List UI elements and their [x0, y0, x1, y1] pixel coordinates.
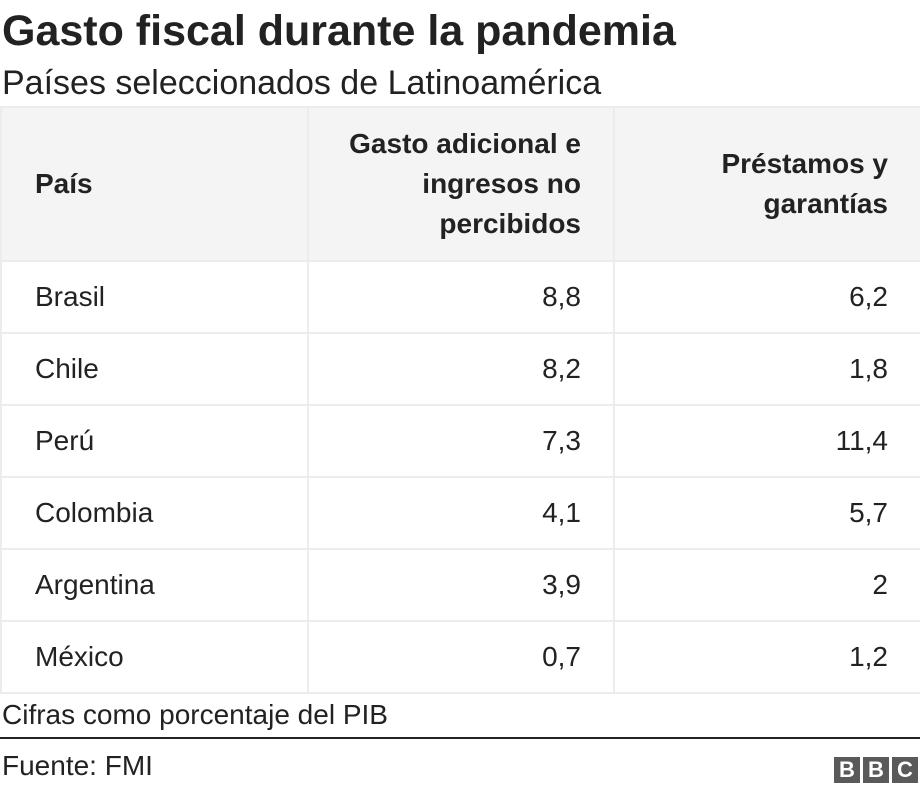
cell-additional-spending: 7,3: [307, 404, 615, 478]
cell-country: Argentina: [0, 548, 309, 622]
cell-loans-guarantees: 6,2: [613, 260, 920, 334]
cell-additional-spending: 8,8: [307, 260, 615, 334]
chart-title: Gasto fiscal durante la pandemia: [2, 7, 676, 55]
cell-loans-guarantees: 2: [613, 548, 920, 622]
bbc-logo-letter: C: [892, 757, 918, 783]
column-header-loans-guarantees: Préstamos y garantías: [613, 106, 920, 262]
cell-country: Brasil: [0, 260, 309, 334]
cell-country: Perú: [0, 404, 309, 478]
cell-additional-spending: 4,1: [307, 476, 615, 550]
table-row: México 0,7 1,2: [0, 620, 920, 694]
table-row: Brasil 8,8 6,2: [0, 260, 920, 334]
table-header-row: País Gasto adicional e ingresos no perci…: [0, 106, 920, 262]
cell-loans-guarantees: 1,8: [613, 332, 920, 406]
table-row: Perú 7,3 11,4: [0, 404, 920, 478]
source-label: Fuente: FMI: [2, 750, 153, 781]
table-row: Colombia 4,1 5,7: [0, 476, 920, 550]
table-row: Chile 8,2 1,8: [0, 332, 920, 406]
data-table: País Gasto adicional e ingresos no perci…: [0, 106, 920, 694]
cell-additional-spending: 8,2: [307, 332, 615, 406]
chart-subtitle: Países seleccionados de Latinoamérica: [2, 64, 602, 102]
table-note: Cifras como porcentaje del PIB: [2, 699, 388, 730]
footer-divider: [0, 737, 920, 739]
cell-country: Chile: [0, 332, 309, 406]
cell-loans-guarantees: 5,7: [613, 476, 920, 550]
column-header-country: País: [0, 106, 309, 262]
column-header-additional-spending: Gasto adicional e ingresos no percibidos: [307, 106, 615, 262]
cell-loans-guarantees: 1,2: [613, 620, 920, 694]
table-row: Argentina 3,9 2: [0, 548, 920, 622]
bbc-logo-letter: B: [863, 757, 889, 783]
bbc-logo: B B C: [834, 757, 918, 783]
cell-country: Colombia: [0, 476, 309, 550]
cell-loans-guarantees: 11,4: [613, 404, 920, 478]
cell-additional-spending: 0,7: [307, 620, 615, 694]
cell-country: México: [0, 620, 309, 694]
cell-additional-spending: 3,9: [307, 548, 615, 622]
bbc-logo-letter: B: [834, 757, 860, 783]
